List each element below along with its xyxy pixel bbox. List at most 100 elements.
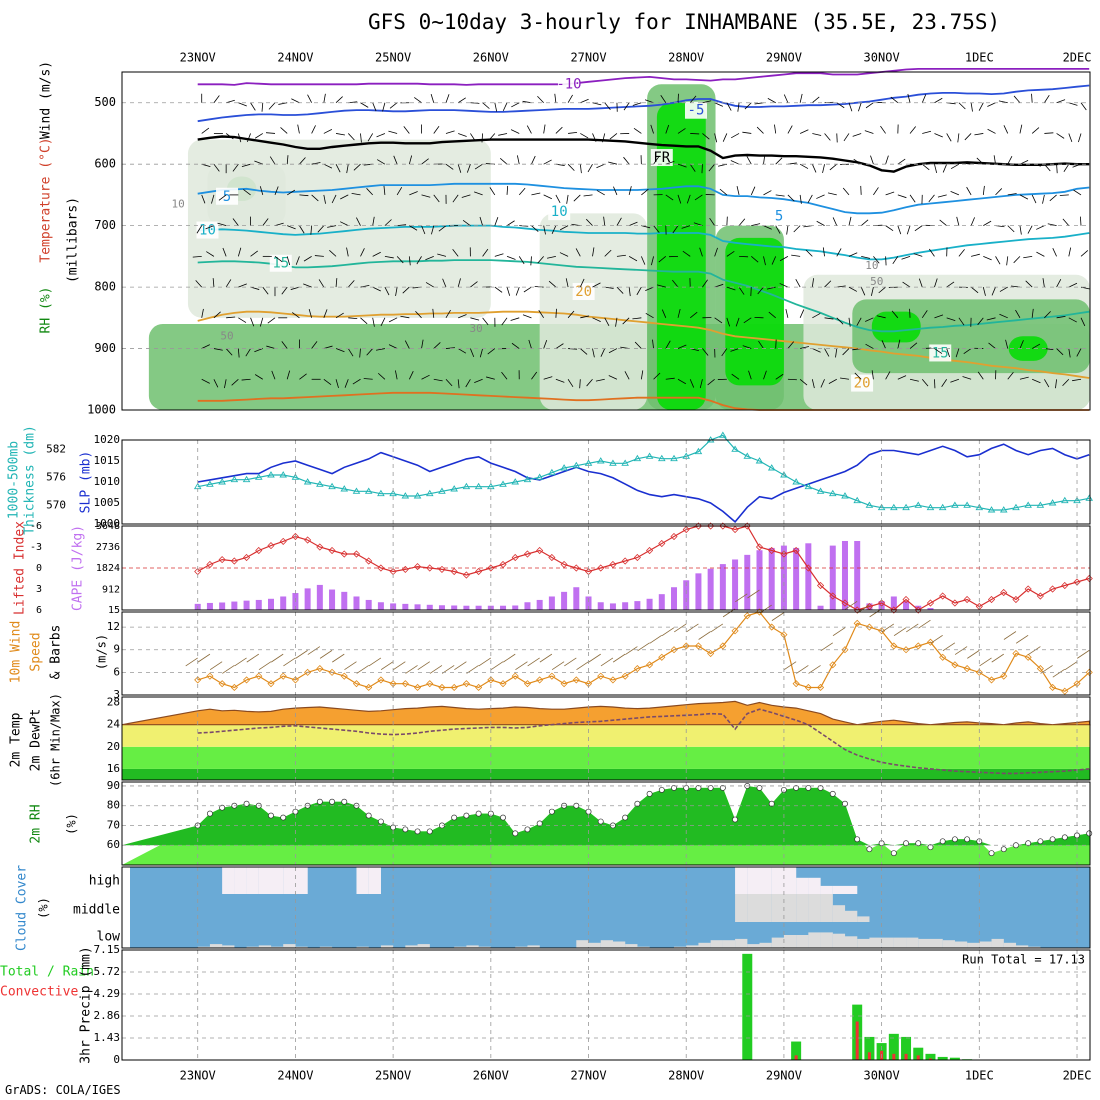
rh2m-point xyxy=(500,814,506,821)
wind-barb-10m xyxy=(918,619,931,629)
wind-barb xyxy=(281,341,288,349)
ylabel-temp2m: 2m Temp xyxy=(9,712,24,767)
wind-barb xyxy=(958,249,965,257)
wind-barb xyxy=(693,222,703,227)
wind-barb xyxy=(518,187,526,196)
thickness-point xyxy=(657,454,666,462)
wind-barb xyxy=(314,255,324,257)
wind-barb xyxy=(250,250,258,257)
wind-barb xyxy=(360,284,370,288)
wind-barb-10m xyxy=(429,665,443,674)
wind-barb xyxy=(1044,311,1051,319)
wind-barb xyxy=(395,287,398,297)
li-point xyxy=(621,557,629,565)
wind-speed-point xyxy=(267,680,275,688)
wind-barb xyxy=(1068,102,1078,106)
cloud-cover-bar xyxy=(478,946,491,948)
wind-barb xyxy=(907,93,911,103)
wind-barb xyxy=(421,339,424,349)
wind-barb-10m xyxy=(1064,661,1078,671)
cape-bar xyxy=(414,604,421,610)
wind-barb xyxy=(1073,189,1082,196)
wind-barb xyxy=(934,348,943,354)
cloud-cover-bar xyxy=(881,937,894,948)
isotherm-label-bg xyxy=(269,254,292,272)
rh2m-point xyxy=(732,816,739,823)
isotherm-line xyxy=(197,224,1090,261)
wind-barb xyxy=(950,378,960,383)
x-tick-label-top: 24NOV xyxy=(277,51,313,65)
wind-barb xyxy=(506,185,509,195)
wind-barb xyxy=(335,96,343,104)
wind-barb xyxy=(347,348,354,357)
wind-barb xyxy=(632,317,642,320)
isotherm-line xyxy=(197,259,1090,333)
wind-speed-point xyxy=(304,668,312,676)
y-tick-label: 90 xyxy=(107,779,120,792)
cloud-cover-bar xyxy=(942,940,955,948)
ylabel-wind10m-units: (m/s) xyxy=(95,634,109,670)
wind-barb xyxy=(531,371,538,380)
wind-barb xyxy=(950,163,960,170)
li-point xyxy=(548,553,556,562)
cloud-cover-bar xyxy=(808,932,821,948)
wind-barb xyxy=(245,348,251,357)
rh-contour-label: 50 xyxy=(220,329,233,342)
cape-bar xyxy=(353,596,360,610)
wind-barb xyxy=(462,220,471,226)
li-point xyxy=(707,522,715,530)
cape-bar xyxy=(231,601,238,610)
li-point xyxy=(731,525,739,534)
wind-barb xyxy=(799,309,805,318)
wind-barb xyxy=(608,161,618,165)
wind-barb xyxy=(295,256,300,265)
wind-barb xyxy=(494,253,504,257)
li-point xyxy=(1085,574,1093,583)
precip-total-bar xyxy=(888,1033,899,1060)
wind-barb xyxy=(946,281,955,288)
li-point xyxy=(304,536,312,544)
rh2m-point xyxy=(890,850,897,857)
wind-barb xyxy=(482,317,489,326)
wind-barb xyxy=(515,286,520,296)
wind-barb xyxy=(511,342,520,349)
wind-barb xyxy=(719,188,728,196)
wind-barb xyxy=(421,374,430,380)
rh2m-point xyxy=(622,814,629,821)
wind-barb xyxy=(311,194,319,202)
wind-barb xyxy=(682,250,691,257)
thickness-point xyxy=(328,482,336,490)
wind-barb xyxy=(736,186,740,195)
wind-barb xyxy=(941,379,948,387)
wind-barb xyxy=(787,341,795,349)
cape-bar xyxy=(707,568,714,610)
wind-barb xyxy=(786,225,789,235)
wind-speed-point xyxy=(475,683,483,692)
rh2m-point xyxy=(817,784,824,791)
thickness-point xyxy=(633,454,642,462)
wind-barb xyxy=(1079,216,1082,226)
wind-barb-10m xyxy=(930,634,943,644)
ylabel-precip: 3hr Precip (mm) xyxy=(79,946,94,1063)
wind-barb-10m xyxy=(954,646,968,655)
wind-barb xyxy=(783,94,789,103)
wind-barb xyxy=(653,156,660,165)
wind-barb xyxy=(812,96,820,104)
isotherm-label-bg xyxy=(768,207,791,225)
thickness-point xyxy=(364,487,373,494)
wind-barb xyxy=(265,132,276,134)
wind-barb xyxy=(822,164,825,174)
li-point xyxy=(719,522,727,530)
y-tick-label: 3648 xyxy=(96,521,120,532)
wind-barb-10m xyxy=(625,646,638,655)
thickness-point xyxy=(511,478,520,485)
wind-barb xyxy=(567,310,575,319)
wind-barb xyxy=(977,371,984,380)
wind-speed-point xyxy=(523,680,532,688)
li-point xyxy=(1049,585,1057,593)
wind-barb xyxy=(962,162,972,165)
wind-barb xyxy=(366,348,373,356)
thickness-point xyxy=(340,485,349,492)
cloud-cover-bar xyxy=(576,940,589,948)
li-point xyxy=(316,543,324,551)
